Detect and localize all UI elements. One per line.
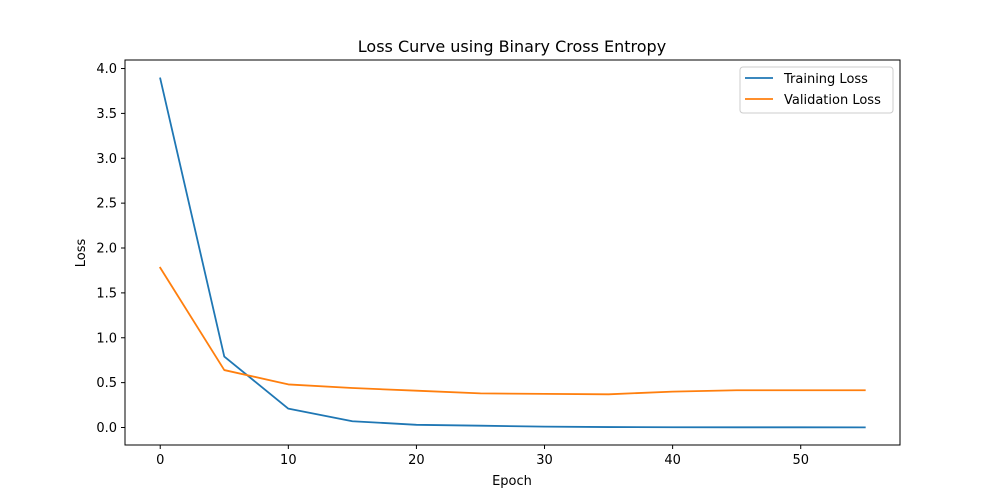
x-tick-label: 30 [536,453,553,468]
x-tick-label: 40 [664,453,681,468]
y-tick-label: 1.5 [96,286,117,301]
y-axis-ticks: 0.0 0.5 1.0 1.5 2.0 2.5 3.0 3.5 4.0 [96,62,125,436]
y-tick-label: 0.0 [96,421,117,436]
x-tick-label: 0 [156,453,164,468]
y-tick-label: 2.0 [96,242,117,257]
x-axis-label: Epoch [492,474,532,489]
x-tick-label: 10 [280,453,297,468]
legend-box [739,66,894,114]
series-line-validation-loss [158,266,866,396]
legend-items: Training Loss Validation Loss [745,72,881,108]
y-tick-label: 3.0 [96,152,117,167]
series-line-training-loss [159,77,866,429]
y-axis-label: Loss [74,239,89,268]
y-tick-label: 4.0 [96,62,117,77]
plot-area [124,59,901,446]
y-tick-label: 1.0 [96,331,117,346]
x-tick-label: 50 [792,453,809,468]
legend-label-training-loss: Training Loss [783,72,868,87]
chart-title: Loss Curve using Binary Cross Entropy [358,37,666,56]
legend: Training Loss Validation Loss [739,66,894,114]
x-tick-label: 20 [408,453,425,468]
y-tick-label: 2.5 [96,197,117,212]
y-tick-label: 0.5 [96,376,117,391]
x-axis-ticks: 0 10 20 30 40 50 [156,445,809,468]
axes-frame [124,59,901,446]
legend-label-validation-loss: Validation Loss [784,93,881,108]
y-tick-label: 3.5 [96,107,117,122]
series-layer [158,77,866,429]
